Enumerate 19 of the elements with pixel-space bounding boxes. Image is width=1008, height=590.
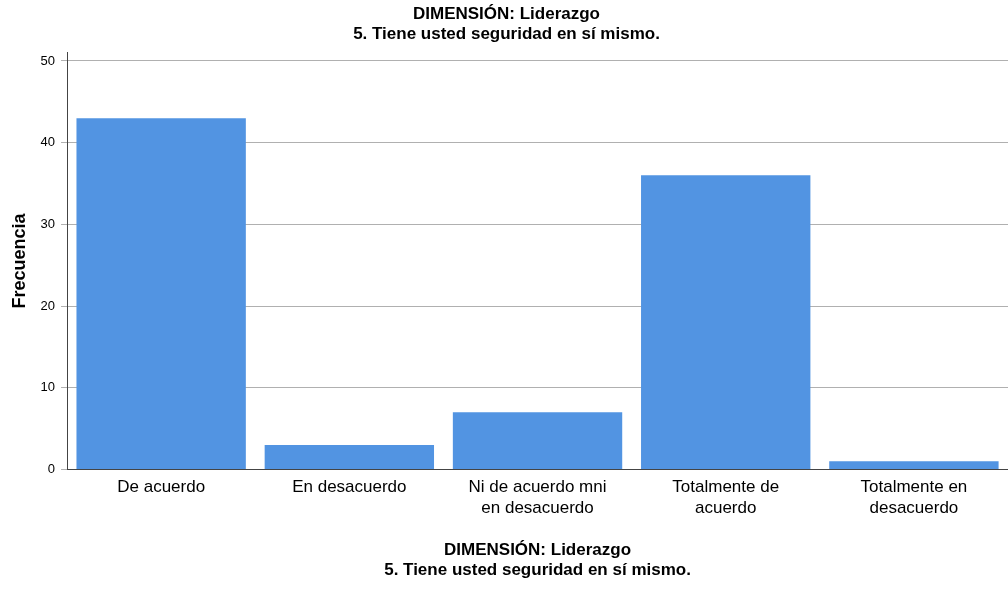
x-tick-label: De acuerdo — [117, 477, 206, 497]
y-axis-title: Frecuencia — [8, 212, 29, 309]
bar — [641, 175, 811, 469]
bar — [829, 461, 999, 469]
y-tick-label: 10 — [40, 379, 56, 395]
x-axis-title: DIMENSIÓN: Liderazgo 5. Tiene usted seguridad en sí mismo. — [384, 540, 691, 580]
bar — [452, 412, 623, 469]
y-tick-label: 0 — [47, 460, 56, 476]
x-tick-label: Ni de acuerdo mni en desacuerdo — [468, 477, 607, 517]
x-tick-label: Totalmente de acuerdo — [672, 477, 780, 517]
x-tick-label: Totalmente en desacuerdo — [860, 477, 968, 517]
bar — [76, 118, 246, 469]
y-tick-label: 40 — [40, 134, 56, 150]
chart-title: DIMENSIÓN: Liderazgo 5. Tiene usted seguridad en sí mismo. — [353, 3, 660, 44]
y-tick-label: 50 — [40, 52, 56, 68]
y-tick-label: 30 — [40, 215, 56, 231]
x-tick-label: En desacuerdo — [292, 477, 407, 497]
bar — [264, 444, 435, 469]
y-tick-label: 20 — [40, 297, 56, 313]
